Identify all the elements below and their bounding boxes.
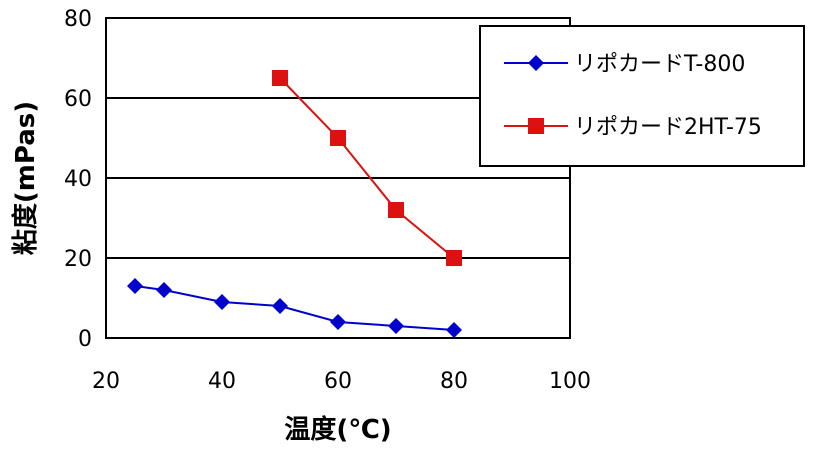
- x-tick-label: 40: [208, 369, 236, 394]
- series-2-line: [279, 77, 455, 259]
- series-1-point: [156, 282, 172, 298]
- series-1-point: [388, 318, 404, 334]
- x-tick-label: 80: [440, 369, 468, 394]
- x-tick-label: 100: [549, 369, 591, 394]
- y-axis-title: 粘度(mPas): [10, 101, 41, 255]
- y-tick-label: 80: [64, 7, 92, 32]
- series-1-point: [330, 314, 346, 330]
- series-2-point: [330, 130, 346, 146]
- legend-label: リポカード2HT-75: [574, 115, 762, 140]
- x-tick-label: 20: [92, 369, 120, 394]
- y-tick-label: 60: [64, 87, 92, 112]
- y-tick-label: 20: [64, 247, 92, 272]
- legend-box: [479, 25, 805, 167]
- y-tick-label: 0: [78, 327, 92, 352]
- series-1-point: [214, 294, 230, 310]
- series-2-point: [446, 250, 462, 266]
- series-layer: [127, 70, 462, 338]
- legend: リポカードT-800 リポカード2HT-75: [479, 25, 805, 167]
- y-axis-ticks: 0 20 40 60 80: [64, 7, 92, 352]
- legend-label: リポカードT-800: [574, 52, 745, 77]
- series-2-point: [388, 202, 404, 218]
- legend-items: リポカードT-800 リポカード2HT-75: [504, 52, 762, 140]
- x-axis-ticks: 20 40 60 80 100: [92, 369, 591, 394]
- legend-marker: [528, 55, 544, 71]
- series-1-point: [446, 322, 462, 338]
- legend-entry-1: リポカードT-800: [504, 52, 745, 77]
- legend-marker: [528, 118, 544, 134]
- x-tick-label: 60: [324, 369, 352, 394]
- y-tick-label: 40: [64, 167, 92, 192]
- series-1-point: [272, 298, 288, 314]
- series-1: [127, 278, 462, 338]
- series-2: [272, 70, 462, 266]
- series-1-line: [134, 285, 455, 331]
- series-1-point: [127, 278, 143, 294]
- x-axis-title: 温度(℃): [284, 414, 391, 445]
- plot-area-frame: [105, 17, 571, 339]
- series-2-point: [272, 70, 288, 86]
- legend-entry-2: リポカード2HT-75: [504, 115, 762, 140]
